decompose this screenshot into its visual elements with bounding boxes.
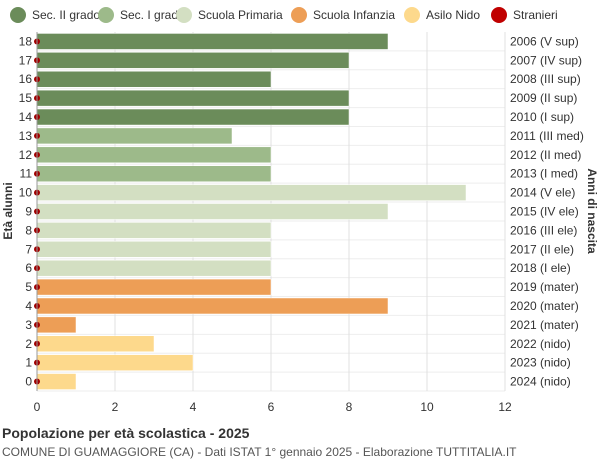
bar-age-12 <box>36 146 272 164</box>
legend-label: Sec. II grado <box>32 8 100 22</box>
chart-subtitle: COMUNE DI GUAMAGGIORE (CA) - Dati ISTAT … <box>2 445 517 459</box>
bar-age-4 <box>36 297 389 315</box>
bar-age-11 <box>36 165 272 182</box>
year-label: 2019 (mater) <box>510 280 579 294</box>
legend-swatch <box>491 7 507 23</box>
bar-age-0 <box>36 373 77 390</box>
y-tick-label: 15 <box>19 91 33 105</box>
year-label: 2011 (III med) <box>510 129 584 143</box>
bar-age-10 <box>36 184 467 201</box>
y-axis-label-right: Anni di nascita <box>585 168 599 254</box>
bar-age-15 <box>36 89 350 107</box>
x-tick-label: 0 <box>34 400 41 414</box>
y-tick-label: 7 <box>25 242 32 256</box>
year-label: 2023 (nido) <box>510 356 571 370</box>
year-label: 2022 (nido) <box>510 337 571 351</box>
year-label: 2016 (III ele) <box>510 223 577 237</box>
y-axis-label: Età alunni <box>1 182 15 239</box>
x-tick-label: 12 <box>498 400 512 414</box>
y-tick-label: 3 <box>25 318 32 332</box>
year-label: 2024 (nido) <box>510 375 571 389</box>
y-tick-label: 18 <box>19 34 33 48</box>
y-tick-label: 10 <box>19 186 33 200</box>
y-tick-label: 9 <box>25 205 32 219</box>
y-tick-label: 4 <box>25 299 32 313</box>
bar-age-8 <box>36 222 272 239</box>
x-tick-label: 8 <box>346 400 353 414</box>
legend-label: Scuola Primaria <box>198 8 283 22</box>
bar-age-5 <box>36 278 272 296</box>
y-tick-label: 16 <box>19 72 33 86</box>
year-label: 2007 (IV sup) <box>510 53 582 67</box>
year-label: 2013 (I med) <box>510 167 578 181</box>
y-tick-label: 6 <box>25 261 32 275</box>
x-tick-label: 10 <box>420 400 434 414</box>
year-label: 2015 (IV ele) <box>510 205 579 219</box>
y-tick-label: 8 <box>25 223 32 237</box>
year-label: 2014 (V ele) <box>510 186 575 200</box>
year-label: 2012 (II med) <box>510 148 581 162</box>
y-tick-label: 12 <box>19 148 33 162</box>
legend-label: Scuola Infanzia <box>313 8 395 22</box>
y-tick-label: 1 <box>25 356 32 370</box>
year-label: 2021 (mater) <box>510 318 579 332</box>
bar-age-14 <box>36 108 350 126</box>
y-tick-label: 17 <box>19 53 33 67</box>
year-label: 2010 (I sup) <box>510 110 574 124</box>
bar-age-1 <box>36 354 194 371</box>
bar-age-9 <box>36 203 389 220</box>
y-tick-label: 13 <box>19 129 33 143</box>
x-tick-label: 6 <box>268 400 275 414</box>
y-tick-label: 2 <box>25 337 32 351</box>
x-tick-label: 2 <box>112 400 119 414</box>
legend-swatch <box>291 7 307 23</box>
legend-swatch <box>404 7 420 23</box>
legend-swatch <box>10 7 26 23</box>
bar-age-3 <box>36 316 77 334</box>
x-tick-label: 4 <box>190 400 197 414</box>
y-tick-label: 14 <box>19 110 33 124</box>
y-tick-label: 0 <box>25 375 32 389</box>
y-tick-label: 5 <box>25 280 32 294</box>
legend-label: Stranieri <box>513 8 558 22</box>
legend-swatch <box>176 7 192 23</box>
legend-swatch <box>98 7 114 23</box>
bar-age-16 <box>36 70 272 88</box>
year-label: 2018 (I ele) <box>510 261 571 275</box>
year-label: 2020 (mater) <box>510 299 579 313</box>
chart-title: Popolazione per età scolastica - 2025 <box>2 425 250 441</box>
bar-age-7 <box>36 241 272 258</box>
year-label: 2009 (II sup) <box>510 91 577 105</box>
bar-age-13 <box>36 127 233 145</box>
y-tick-label: 11 <box>20 167 33 181</box>
year-label: 2008 (III sup) <box>510 72 581 86</box>
legend-label: Sec. I grado <box>120 8 185 22</box>
year-label: 2017 (II ele) <box>510 242 574 256</box>
legend-label: Asilo Nido <box>426 8 480 22</box>
bar-age-17 <box>36 52 350 69</box>
bar-age-6 <box>36 259 272 277</box>
bar-age-2 <box>36 335 155 353</box>
year-label: 2006 (V sup) <box>510 34 579 48</box>
bar-age-18 <box>36 33 389 50</box>
